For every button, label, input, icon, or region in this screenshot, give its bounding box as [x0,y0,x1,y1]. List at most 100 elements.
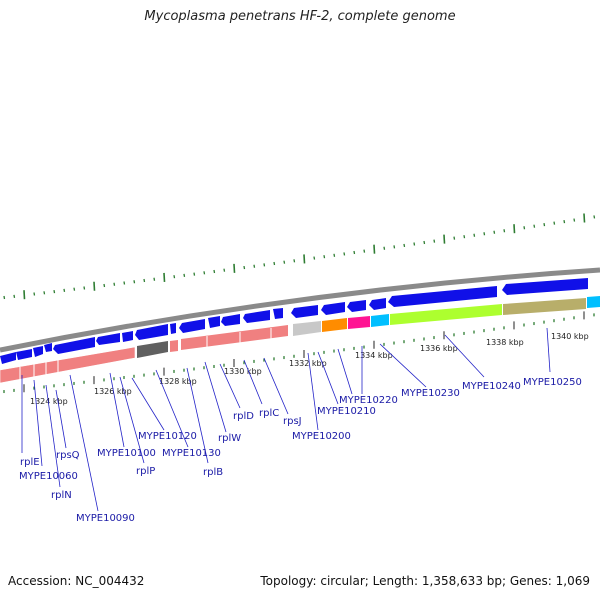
gene-label-rplW: rplW [218,433,241,444]
gc-tick [393,245,396,249]
gc-tick [403,243,406,248]
cds-arrow [135,324,168,340]
cds-arrow [208,316,220,328]
gc-tick [383,246,386,250]
genome-backbone [0,267,600,353]
rrna-block [170,340,178,352]
gc-tick [373,244,376,254]
kbp-label: 1338 kbp [486,338,524,347]
accession-label: Accession: NC_004432 [8,574,145,588]
gc-tick [123,281,126,285]
gene-label-rplD: rplD [233,411,254,422]
gc-tick [63,288,66,293]
cds-arrow [221,314,240,326]
gc-tick [453,236,456,240]
gc-tick [353,250,356,255]
khaki-block [503,298,586,315]
gc-tick [33,292,36,296]
gene-label-MYPE10130: MYPE10130 [162,448,221,459]
gc-tick [133,280,136,284]
cds-arrow [291,305,318,318]
gc-tick [463,235,466,239]
genome-summary: Topology: circular; Length: 1,358,633 bp… [260,574,590,588]
gc-tick [423,240,426,245]
cds-arrow [96,333,120,345]
gc-tick [153,277,156,281]
kbp-label: 1334 kbp [355,351,393,360]
kbp-label: 1332 kbp [289,359,327,368]
gc-tick [473,233,476,237]
cds-arrow [273,308,283,319]
gene-label-MYPE10210: MYPE10210 [317,406,376,417]
gc-tick [253,264,256,268]
gc-tick [363,249,366,253]
gene-label-rpsQ: rpsQ [56,450,80,461]
gc-tick [93,281,96,291]
gene-label-MYPE10240: MYPE10240 [462,381,521,392]
kbp-label: 1330 kbp [224,367,262,376]
gc-tick [193,272,196,276]
cds-arrow [243,310,270,323]
cds-arrow [369,298,386,310]
gene-leader-lines [21,327,551,512]
cds-arrow [502,278,588,295]
gc-tick [43,291,46,295]
gc-tick [263,263,266,267]
kbp-label: 1336 kbp [420,344,458,353]
gene-label-rplC: rplC [259,408,279,419]
cds-arrow [388,286,497,307]
gc-tick [53,289,56,294]
gc-tick [343,252,346,256]
gc-tick [293,259,296,263]
gc-tick [513,224,516,234]
reverse-strand-features [0,278,588,364]
gene-label-rplP: rplP [136,466,155,477]
kbp-labels: 1324 kbp 1326 kbp 1328 kbp 1330 kbp 1332… [30,332,589,406]
cds-arrow [347,300,366,312]
kbp-label: 1328 kbp [159,377,197,386]
gc-tick [583,213,586,223]
gc-tick [173,275,176,279]
lime-block [390,304,502,325]
gc-tick [213,269,216,274]
gc-tick [233,263,236,273]
gc-tick [83,286,86,290]
gc-tick [73,287,76,291]
gc-tick [503,229,506,233]
gc-tick [303,254,306,264]
gene-label-rpsJ: rpsJ [283,416,302,427]
cds-arrow [122,331,133,342]
gc-tick [313,256,316,260]
gc-tick [563,219,566,224]
gene-labels: rplE MYPE10060 rplN rpsQ MYPE10090 MYPE1… [19,377,582,524]
kbp-label: 1340 kbp [551,332,589,341]
gc-tick [573,218,576,222]
kbp-label: 1326 kbp [94,387,132,396]
gc-tick [533,224,536,228]
gc-tick [553,221,556,225]
gc-tick [283,260,286,264]
cds-arrow [179,319,205,333]
cds-arrow [0,352,16,364]
gene-label-MYPE10100: MYPE10100 [97,448,156,459]
gc-tick [23,290,26,300]
gc-tick [443,234,446,244]
gc-tick [273,261,276,266]
cds-arrow [33,346,43,357]
gene-label-MYPE10090: MYPE10090 [76,513,135,524]
gene-label-MYPE10220: MYPE10220 [339,395,398,406]
gc-ticks [3,213,596,300]
map-title: Mycoplasma penetrans HF-2, complete geno… [144,9,456,24]
gc-tick [243,265,246,270]
gc-tick [223,268,226,272]
cds-arrow [44,343,52,352]
forward-strand-features [0,296,600,384]
orange-block [322,318,347,332]
gc-tick [113,282,116,286]
gc-tick [433,239,436,243]
gc-tick [413,242,416,246]
cds-arrow [170,323,176,334]
cyan-block [587,296,600,308]
gc-tick [543,223,546,227]
